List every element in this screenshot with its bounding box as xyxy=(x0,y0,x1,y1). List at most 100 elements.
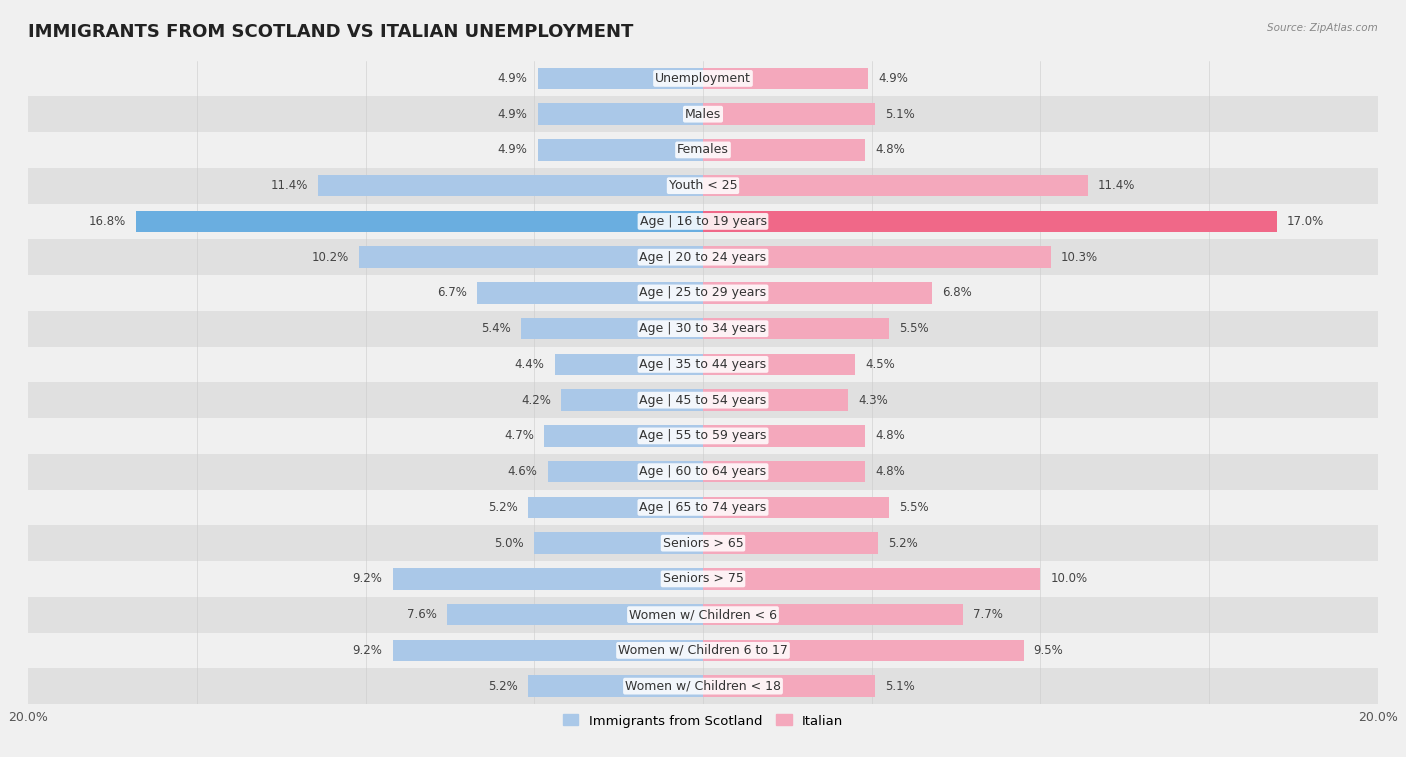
Bar xyxy=(28,490,1378,525)
Text: 4.8%: 4.8% xyxy=(875,429,905,442)
Bar xyxy=(28,597,1378,633)
Text: 4.2%: 4.2% xyxy=(522,394,551,407)
Text: Age | 25 to 29 years: Age | 25 to 29 years xyxy=(640,286,766,300)
Text: 5.5%: 5.5% xyxy=(898,322,928,335)
Text: 6.7%: 6.7% xyxy=(437,286,467,300)
Bar xyxy=(28,204,1378,239)
Text: Age | 60 to 64 years: Age | 60 to 64 years xyxy=(640,465,766,478)
Bar xyxy=(703,569,1040,590)
Bar xyxy=(548,461,703,482)
Bar xyxy=(703,247,1050,268)
Bar xyxy=(359,247,703,268)
Bar xyxy=(28,561,1378,597)
Bar xyxy=(703,175,1088,196)
Text: Males: Males xyxy=(685,107,721,120)
Text: Age | 45 to 54 years: Age | 45 to 54 years xyxy=(640,394,766,407)
Bar xyxy=(28,382,1378,418)
Bar xyxy=(703,389,848,411)
Bar xyxy=(703,497,889,518)
Bar xyxy=(28,311,1378,347)
Text: 7.7%: 7.7% xyxy=(973,608,1002,621)
Text: 4.9%: 4.9% xyxy=(498,143,527,157)
Text: 10.3%: 10.3% xyxy=(1060,251,1098,263)
Text: 5.4%: 5.4% xyxy=(481,322,510,335)
Text: 5.1%: 5.1% xyxy=(886,107,915,120)
Bar xyxy=(28,668,1378,704)
Bar xyxy=(554,354,703,375)
Text: 5.1%: 5.1% xyxy=(886,680,915,693)
Bar xyxy=(703,425,865,447)
Text: 5.2%: 5.2% xyxy=(488,680,517,693)
Bar xyxy=(392,640,703,661)
Bar xyxy=(28,418,1378,453)
Text: 4.8%: 4.8% xyxy=(875,143,905,157)
Bar xyxy=(703,104,875,125)
Bar xyxy=(561,389,703,411)
Text: Seniors > 65: Seniors > 65 xyxy=(662,537,744,550)
Bar xyxy=(537,104,703,125)
Text: IMMIGRANTS FROM SCOTLAND VS ITALIAN UNEMPLOYMENT: IMMIGRANTS FROM SCOTLAND VS ITALIAN UNEM… xyxy=(28,23,634,41)
Text: Women w/ Children < 18: Women w/ Children < 18 xyxy=(626,680,780,693)
Bar xyxy=(447,604,703,625)
Bar xyxy=(28,168,1378,204)
Bar xyxy=(534,532,703,554)
Bar xyxy=(544,425,703,447)
Text: 7.6%: 7.6% xyxy=(406,608,436,621)
Text: Source: ZipAtlas.com: Source: ZipAtlas.com xyxy=(1267,23,1378,33)
Bar xyxy=(527,675,703,697)
Bar xyxy=(520,318,703,339)
Bar xyxy=(703,640,1024,661)
Bar xyxy=(28,132,1378,168)
Bar xyxy=(703,461,865,482)
Text: 9.2%: 9.2% xyxy=(353,572,382,585)
Bar xyxy=(703,604,963,625)
Text: Women w/ Children < 6: Women w/ Children < 6 xyxy=(628,608,778,621)
Text: Age | 16 to 19 years: Age | 16 to 19 years xyxy=(640,215,766,228)
Text: Women w/ Children 6 to 17: Women w/ Children 6 to 17 xyxy=(619,644,787,657)
Bar xyxy=(703,139,865,160)
Bar xyxy=(318,175,703,196)
Text: 5.0%: 5.0% xyxy=(495,537,524,550)
Bar xyxy=(28,633,1378,668)
Bar xyxy=(703,282,932,304)
Bar xyxy=(392,569,703,590)
Text: Unemployment: Unemployment xyxy=(655,72,751,85)
Bar xyxy=(28,453,1378,490)
Bar xyxy=(28,525,1378,561)
Text: Seniors > 75: Seniors > 75 xyxy=(662,572,744,585)
Bar xyxy=(28,275,1378,311)
Text: Age | 35 to 44 years: Age | 35 to 44 years xyxy=(640,358,766,371)
Bar xyxy=(703,210,1277,232)
Bar xyxy=(703,318,889,339)
Text: 9.5%: 9.5% xyxy=(1033,644,1063,657)
Text: 4.9%: 4.9% xyxy=(498,72,527,85)
Bar xyxy=(28,96,1378,132)
Text: 5.2%: 5.2% xyxy=(488,501,517,514)
Bar xyxy=(527,497,703,518)
Bar xyxy=(28,239,1378,275)
Text: 11.4%: 11.4% xyxy=(271,179,308,192)
Text: 5.5%: 5.5% xyxy=(898,501,928,514)
Bar xyxy=(477,282,703,304)
Bar xyxy=(703,675,875,697)
Text: 5.2%: 5.2% xyxy=(889,537,918,550)
Bar xyxy=(136,210,703,232)
Text: 17.0%: 17.0% xyxy=(1286,215,1324,228)
Text: 11.4%: 11.4% xyxy=(1098,179,1135,192)
Text: 10.0%: 10.0% xyxy=(1050,572,1088,585)
Text: 16.8%: 16.8% xyxy=(89,215,127,228)
Bar xyxy=(537,139,703,160)
Text: Females: Females xyxy=(678,143,728,157)
Bar xyxy=(703,532,879,554)
Bar xyxy=(703,67,869,89)
Text: 4.9%: 4.9% xyxy=(879,72,908,85)
Text: 4.8%: 4.8% xyxy=(875,465,905,478)
Text: Age | 20 to 24 years: Age | 20 to 24 years xyxy=(640,251,766,263)
Text: 9.2%: 9.2% xyxy=(353,644,382,657)
Text: 6.8%: 6.8% xyxy=(942,286,973,300)
Text: 4.5%: 4.5% xyxy=(865,358,894,371)
Bar xyxy=(28,347,1378,382)
Text: 10.2%: 10.2% xyxy=(312,251,349,263)
Text: 4.3%: 4.3% xyxy=(858,394,889,407)
Text: Age | 65 to 74 years: Age | 65 to 74 years xyxy=(640,501,766,514)
